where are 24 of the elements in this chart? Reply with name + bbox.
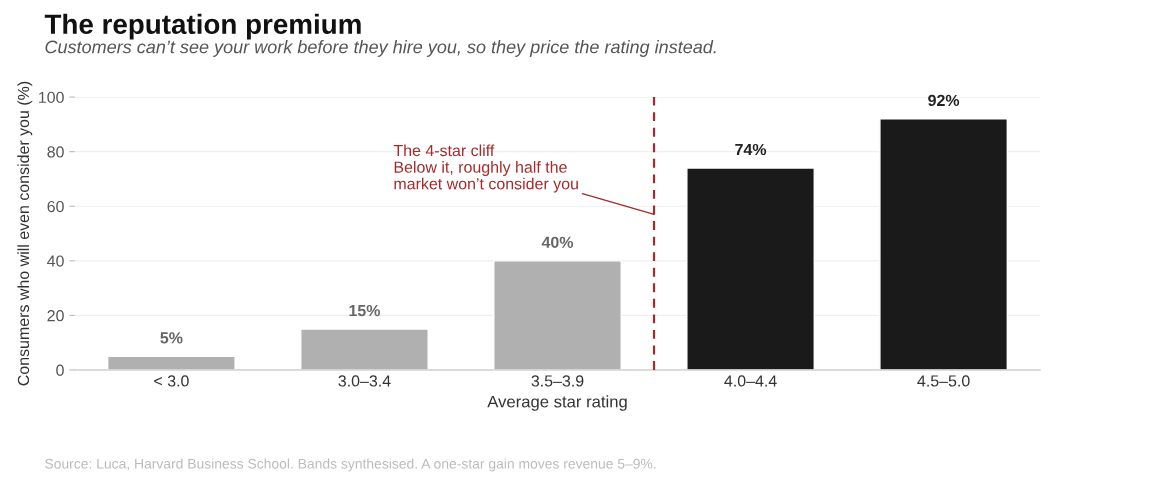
ref-line-label: The 4-star cliff Below it, roughly half the market won’t consider you [393, 144, 578, 193]
data-label: 5% [160, 332, 183, 344]
source-note: Source: Luca, Harvard Business School. Bands synthesised. A one-star gain moves revenue 5–9%. [45, 458, 656, 472]
data-label: 40% [541, 236, 574, 248]
x-tick-label: 3.0–3.4 [338, 375, 391, 387]
bar [879, 118, 1009, 370]
x-tick-label: 4.5–5.0 [917, 375, 970, 387]
x-tick-label: < 3.0 [154, 375, 189, 387]
bar [686, 167, 815, 370]
chart-title: The reputation premium [44, 13, 361, 40]
x-axis-title: Average star rating [487, 395, 627, 411]
y-axis-title: Consumers who will even consider you (%) [17, 81, 33, 386]
x-tick-label: 3.5–3.9 [531, 375, 584, 387]
y-tick-label: 0 [56, 364, 64, 376]
data-label: 15% [349, 304, 381, 317]
y-tick-label: 40 [47, 255, 64, 267]
y-tick-label: 60 [47, 200, 64, 213]
y-tick-label: 20 [47, 310, 64, 322]
y-tick-label: 80 [47, 146, 64, 158]
chart-subtitle: Customers can’t see your work before they hire you, so they price the rating instead. [45, 40, 716, 57]
data-label: 74% [735, 143, 767, 156]
data-label: 92% [928, 94, 960, 107]
y-tick-label: 100 [39, 91, 64, 104]
x-tick-label: 4.0–4.4 [724, 375, 777, 387]
